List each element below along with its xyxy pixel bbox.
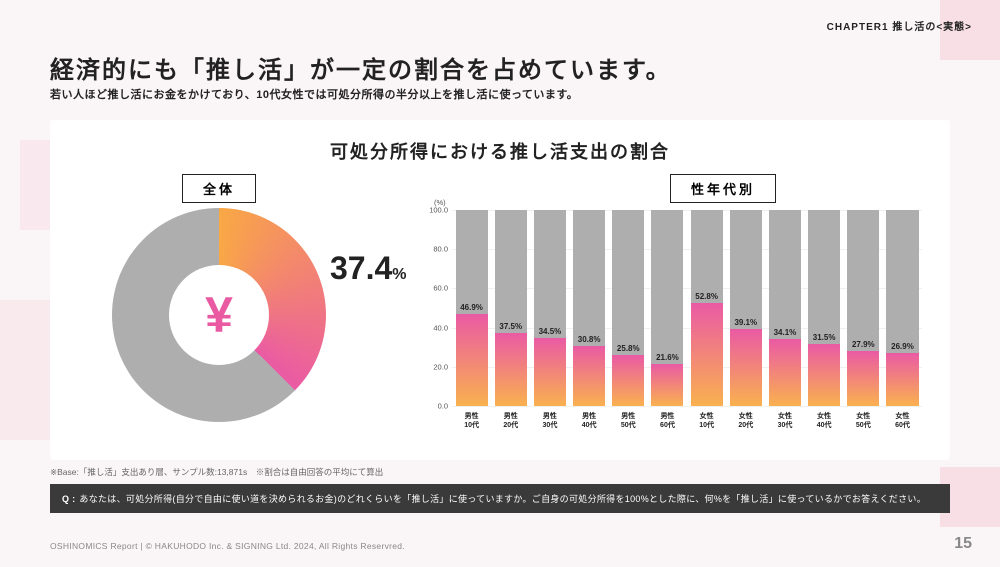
bar-fg (456, 314, 488, 406)
bar-value-label: 21.6% (656, 353, 679, 362)
chart-panel: 可処分所得における推し活支出の割合 全体 性年代別 ¥ 37.4% (%) 0.… (50, 120, 950, 460)
bar-column: 26.9% (883, 210, 922, 406)
page-number: 15 (954, 535, 972, 553)
question-bar: Q : あなたは、可処分所得(自分で自由に使い道を決められるお金)のどれくらいを「… (50, 484, 950, 513)
x-label: 女性20代 (726, 408, 765, 444)
yen-icon: ¥ (205, 286, 233, 344)
bar-fg (534, 338, 566, 406)
bar-fg (495, 333, 527, 407)
donut-value-unit: % (392, 266, 406, 283)
donut-value-number: 37.4 (330, 250, 392, 286)
bar-fg (573, 346, 605, 406)
x-label: 男性50代 (609, 408, 648, 444)
bar-value-label: 30.8% (578, 335, 601, 344)
donut-chart: ¥ (112, 208, 326, 422)
bar-column: 21.6% (648, 210, 687, 406)
y-tick: 60.0 (433, 284, 448, 293)
grid-line (452, 406, 922, 407)
bar-value-label: 27.9% (852, 340, 875, 349)
chapter-label: CHAPTER1 推し活の<実態> (827, 18, 972, 33)
bar-column: 30.8% (570, 210, 609, 406)
page-title: 経済的にも「推し活」が一定の割合を占めています。 (50, 50, 672, 85)
bar-value-label: 26.9% (891, 342, 914, 351)
x-label: 女性50代 (844, 408, 883, 444)
bar-column: 46.9% (452, 210, 491, 406)
x-label: 男性10代 (452, 408, 491, 444)
bar-chart: (%) 0.020.040.060.080.0100.0 46.9%37.5%3… (420, 184, 928, 444)
x-label: 男性60代 (648, 408, 687, 444)
bar-fg (886, 353, 918, 406)
bar-column: 34.5% (530, 210, 569, 406)
bar-fg (769, 339, 801, 406)
bar-column: 39.1% (726, 210, 765, 406)
y-tick: 20.0 (433, 362, 448, 371)
question-text: あなたは、可処分所得(自分で自由に使い道を決められるお金)のどれくらいを「推し活… (79, 494, 926, 504)
bar-column: 31.5% (805, 210, 844, 406)
bar-fg (691, 303, 723, 406)
bar-value-label: 25.8% (617, 344, 640, 353)
question-prefix: Q : (62, 494, 75, 504)
bg-deco (0, 300, 50, 440)
bar-value-label: 34.5% (539, 327, 562, 336)
bar-column: 34.1% (765, 210, 804, 406)
bar-value-label: 46.9% (460, 303, 483, 312)
bar-value-label: 34.1% (774, 328, 797, 337)
bar-value-label: 31.5% (813, 333, 836, 342)
bar-fg (651, 364, 683, 406)
bar-column: 52.8% (687, 210, 726, 406)
x-label: 女性30代 (765, 408, 804, 444)
bar-column: 27.9% (844, 210, 883, 406)
bar-value-label: 52.8% (695, 292, 718, 301)
y-tick: 100.0 (429, 206, 448, 215)
bar-value-label: 37.5% (499, 322, 522, 331)
bar-fg (730, 329, 762, 406)
y-tick: 0.0 (438, 402, 448, 411)
x-label: 女性10代 (687, 408, 726, 444)
overall-label: 全体 (182, 174, 256, 203)
x-label: 男性20代 (491, 408, 530, 444)
x-label: 女性60代 (883, 408, 922, 444)
bar-column: 25.8% (609, 210, 648, 406)
donut-value: 37.4% (330, 250, 407, 287)
panel-title: 可処分所得における推し活支出の割合 (50, 138, 950, 164)
x-label: 女性40代 (805, 408, 844, 444)
y-tick: 80.0 (433, 245, 448, 254)
footer: OSHINOMICS Report | © HAKUHODO Inc. & SI… (50, 541, 405, 551)
page-subtitle: 若い人ほど推し活にお金をかけており、10代女性では可処分所得の半分以上を推し活に… (50, 86, 578, 102)
y-tick: 40.0 (433, 323, 448, 332)
bg-deco (20, 140, 50, 230)
bar-fg (612, 355, 644, 406)
bar-fg (808, 344, 840, 406)
footnote: ※Base:「推し活」支出あり層、サンプル数:13,871s ※割合は自由回答の… (50, 466, 383, 478)
x-label: 男性40代 (570, 408, 609, 444)
bar-column: 37.5% (491, 210, 530, 406)
bar-fg (847, 351, 879, 406)
bar-value-label: 39.1% (734, 318, 757, 327)
x-label: 男性30代 (530, 408, 569, 444)
